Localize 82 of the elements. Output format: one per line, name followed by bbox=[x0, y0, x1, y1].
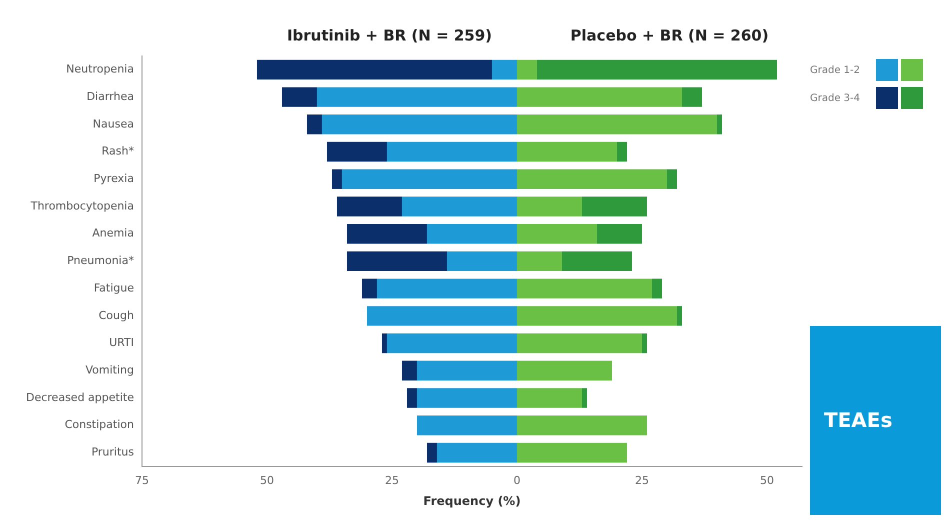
y-tick-label: URTI bbox=[109, 336, 134, 350]
x-axis-title: Frequency (%) bbox=[423, 494, 521, 508]
bar bbox=[342, 169, 517, 189]
legend-label: Grade 3-4 bbox=[810, 92, 861, 104]
bar bbox=[516, 114, 717, 134]
y-tick-label: Constipation bbox=[64, 418, 134, 432]
y-tick-label: Cough bbox=[98, 308, 134, 322]
y-tick-label: Nausea bbox=[92, 117, 134, 130]
bar bbox=[582, 196, 647, 216]
text: Placebo + BR (N = 260) bbox=[570, 26, 769, 44]
bar bbox=[366, 306, 517, 326]
bar bbox=[386, 333, 517, 354]
bar bbox=[516, 306, 677, 326]
bar bbox=[376, 278, 517, 298]
bar bbox=[642, 333, 647, 354]
bar bbox=[426, 224, 517, 244]
bar bbox=[682, 87, 702, 107]
bar bbox=[402, 196, 517, 216]
legend-label: Grade 1-2 bbox=[810, 64, 861, 76]
bar bbox=[582, 388, 587, 408]
bar bbox=[652, 278, 662, 298]
y-tick-label: Pyrexia bbox=[94, 172, 134, 185]
y-tick-label: Diarrhea bbox=[86, 90, 134, 103]
bar bbox=[446, 251, 517, 272]
x-tick-label: 0 bbox=[513, 474, 520, 487]
bar bbox=[516, 196, 582, 216]
bar bbox=[492, 60, 517, 80]
bar bbox=[516, 87, 682, 107]
bar bbox=[382, 333, 387, 354]
bar bbox=[516, 333, 642, 354]
y-tick-label: Thrombocytopenia bbox=[30, 199, 134, 212]
bar bbox=[426, 442, 437, 463]
panel: TEAEs bbox=[810, 326, 941, 515]
bar bbox=[346, 224, 427, 244]
x-tick-label: 25 bbox=[384, 474, 399, 487]
bar bbox=[362, 278, 377, 298]
bar bbox=[666, 169, 677, 189]
x-tick-label: 50 bbox=[760, 474, 774, 487]
y-tick-label: Fatigue bbox=[94, 281, 134, 294]
bar bbox=[596, 224, 642, 244]
y-tick-label: Neutropenia bbox=[66, 62, 134, 76]
bar bbox=[536, 60, 777, 80]
y-tick-label: Rash* bbox=[102, 144, 134, 158]
bar bbox=[282, 87, 317, 107]
text: Ibrutinib + BR (N = 259) bbox=[286, 26, 492, 44]
bar bbox=[416, 388, 517, 408]
bar bbox=[516, 224, 597, 244]
bar bbox=[336, 196, 402, 216]
bar bbox=[716, 114, 722, 134]
bar bbox=[516, 442, 627, 463]
bar bbox=[406, 388, 417, 408]
bar bbox=[516, 278, 652, 298]
bar bbox=[516, 360, 612, 380]
bar bbox=[326, 142, 387, 162]
bar bbox=[562, 251, 632, 272]
bar bbox=[516, 142, 617, 162]
bar bbox=[386, 142, 517, 162]
y-tick-label: Pneumonia* bbox=[67, 254, 134, 268]
bar bbox=[516, 416, 647, 436]
bar bbox=[516, 60, 537, 80]
bar bbox=[332, 169, 342, 189]
bar bbox=[402, 360, 417, 380]
x-tick-label: 25 bbox=[634, 474, 649, 487]
bar bbox=[256, 60, 492, 80]
y-tick-label: Vomiting bbox=[85, 364, 134, 376]
bar bbox=[306, 114, 322, 134]
bar bbox=[416, 360, 517, 380]
bar bbox=[322, 114, 517, 134]
bar bbox=[676, 306, 682, 326]
y-tick-label: Pruritus bbox=[91, 446, 134, 459]
bar bbox=[416, 416, 517, 436]
x-tick-label: 50 bbox=[260, 474, 274, 487]
bar bbox=[516, 388, 582, 408]
bar bbox=[316, 87, 517, 107]
bar bbox=[346, 251, 447, 272]
y-tick-label: Decreased appetite bbox=[26, 390, 134, 404]
bar bbox=[436, 442, 517, 463]
x-tick-label: 75 bbox=[134, 474, 149, 487]
bar bbox=[616, 142, 627, 162]
y-tick-label: Anemia bbox=[92, 226, 134, 240]
bar bbox=[516, 169, 667, 189]
bar bbox=[516, 251, 562, 272]
